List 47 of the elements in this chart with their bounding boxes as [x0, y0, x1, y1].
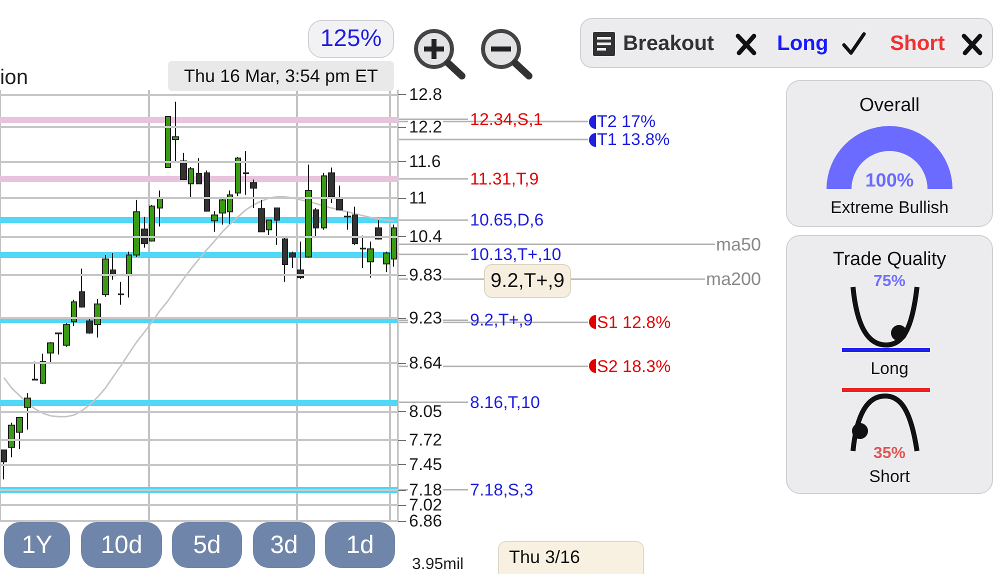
ref-line-label: 10.13,T+,10 — [470, 244, 562, 264]
y-tick-label: 7.18 — [409, 480, 442, 500]
text: Long — [777, 31, 828, 57]
range-button: 3d — [253, 522, 315, 568]
y-tick-label: 12.2 — [409, 118, 442, 137]
text: 3.95mil — [412, 556, 464, 574]
text: Breakout — [623, 31, 714, 57]
price-tooltip: 9.2,T+,9 — [484, 264, 571, 298]
zoom-level-badge: 125% — [308, 20, 394, 58]
ref-line-label: S1 12.8% — [597, 312, 671, 332]
chart-title: Overall — [859, 95, 920, 116]
text: Short — [890, 31, 945, 57]
ref-line-label: 7.18,S,3 — [470, 480, 534, 500]
text: Extreme Bullish — [830, 198, 949, 217]
date-tooltip: Thu 3/16 — [498, 541, 644, 574]
ref-line-label: 9.2,T+,9 — [470, 310, 533, 330]
ref-line-label: 10.65,D,6 — [470, 210, 544, 230]
y-tick-label: 12.8 — [409, 84, 442, 104]
y-tick-label: 7.72 — [409, 430, 442, 450]
ref-line-label: 12.34,S,1 — [470, 110, 543, 129]
y-tick-label: 8.05 — [409, 402, 442, 422]
text: 35% — [872, 444, 907, 464]
ref-line-label: ma50 — [716, 234, 761, 254]
y-tick-label: 10.4 — [409, 226, 442, 246]
y-tick-label: 7.45 — [409, 455, 442, 474]
data-label: 100% — [865, 170, 914, 192]
ref-line-label: ma200 — [706, 269, 761, 290]
y-tick-label: 8.64 — [409, 354, 442, 373]
ref-line-label: 8.16,T,10 — [470, 392, 540, 412]
y-tick-label: 11 — [409, 188, 427, 208]
range-button: 1d — [325, 522, 395, 568]
y-tick-label: 11.6 — [409, 152, 441, 172]
range-button: 10d — [81, 522, 162, 568]
text: ion — [0, 66, 28, 90]
text: Long — [870, 359, 910, 379]
date-header: Thu 16 Mar, 3:54 pm ET — [168, 61, 394, 91]
text: Short — [868, 467, 911, 487]
range-button: 5d — [172, 522, 242, 568]
text: Trade Quality — [832, 248, 948, 272]
ref-line-label: T1 13.8% — [597, 130, 670, 150]
text: 75% — [872, 272, 907, 292]
ref-line-label: T2 17% — [597, 112, 656, 132]
y-tick-label: 9.83 — [409, 265, 442, 284]
ref-line-label: S2 18.3% — [597, 356, 671, 376]
ref-line-label: 11.31,T,9 — [470, 169, 539, 188]
range-button: 1Y — [4, 522, 70, 568]
y-tick-label: 9.23 — [409, 308, 442, 328]
